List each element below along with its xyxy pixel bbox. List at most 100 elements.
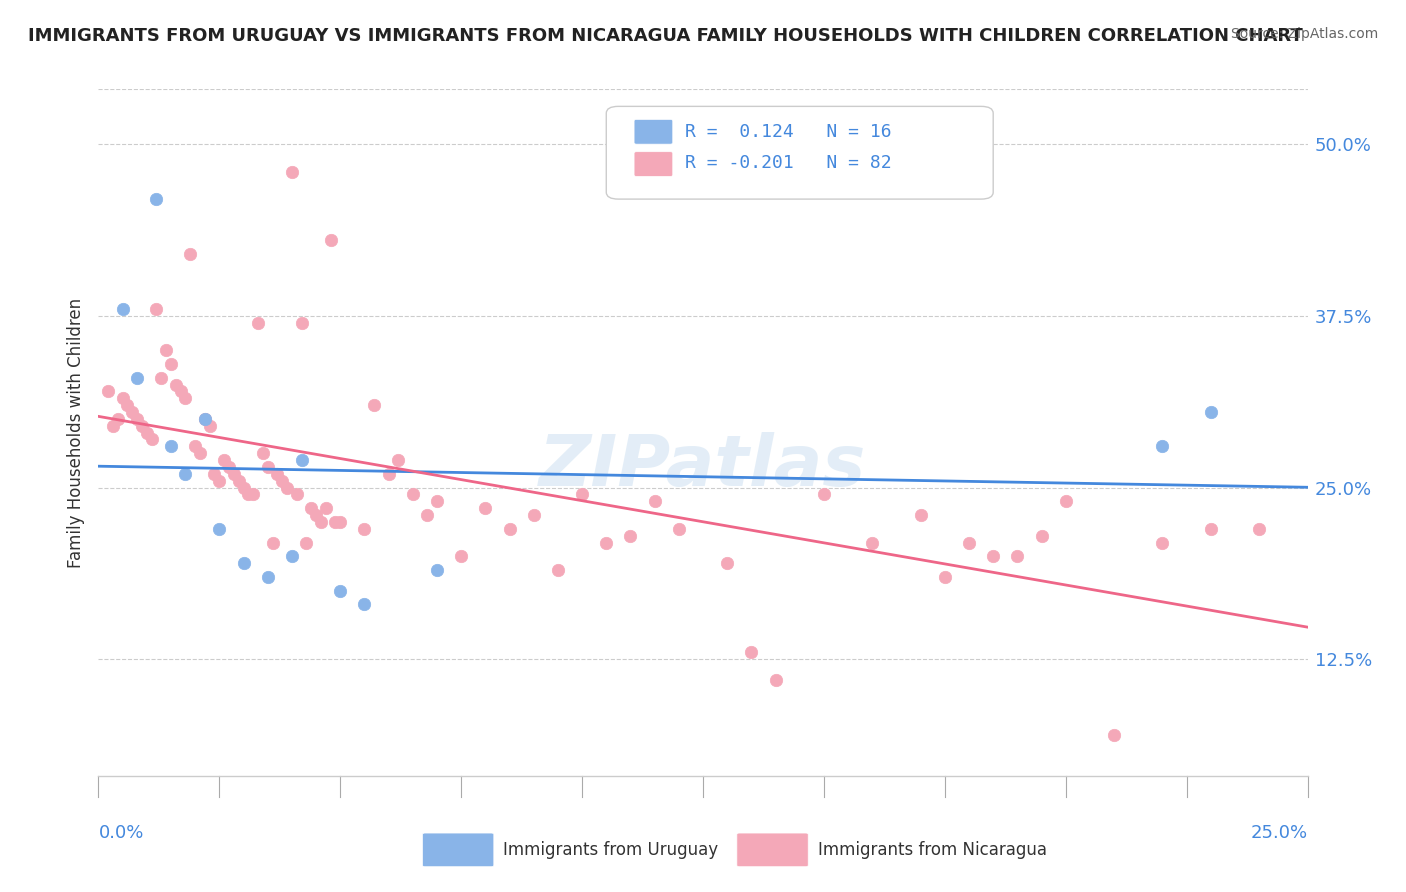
Point	[305, 508, 328, 522]
Point	[547, 563, 569, 577]
Point	[285, 487, 308, 501]
Point	[1007, 549, 1029, 564]
Point	[319, 233, 342, 247]
Point	[309, 515, 332, 529]
Point	[387, 453, 409, 467]
Point	[765, 673, 787, 687]
Point	[262, 535, 284, 549]
Point	[813, 487, 835, 501]
Point	[218, 459, 240, 474]
Point	[981, 549, 1004, 564]
Point	[523, 508, 546, 522]
FancyBboxPatch shape	[422, 833, 494, 867]
Point	[256, 459, 278, 474]
Point	[238, 487, 260, 501]
Point	[160, 357, 183, 371]
Point	[145, 301, 167, 316]
Point	[315, 501, 337, 516]
Point	[150, 370, 173, 384]
Point	[266, 467, 288, 481]
Point	[208, 474, 231, 488]
FancyBboxPatch shape	[634, 152, 672, 177]
Point	[325, 515, 347, 529]
Point	[127, 370, 149, 384]
Point	[160, 439, 183, 453]
Point	[426, 563, 449, 577]
Point	[1199, 522, 1222, 536]
Point	[242, 487, 264, 501]
Point	[252, 446, 274, 460]
Point	[290, 453, 312, 467]
Point	[426, 494, 449, 508]
Point	[117, 398, 139, 412]
Text: 25.0%: 25.0%	[1250, 824, 1308, 842]
Point	[353, 522, 375, 536]
Point	[97, 384, 120, 399]
Text: IMMIGRANTS FROM URUGUAY VS IMMIGRANTS FROM NICARAGUA FAMILY HOUSEHOLDS WITH CHIL: IMMIGRANTS FROM URUGUAY VS IMMIGRANTS FR…	[28, 27, 1303, 45]
Point	[402, 487, 425, 501]
Point	[329, 583, 352, 598]
Point	[198, 418, 221, 433]
Point	[910, 508, 932, 522]
Point	[353, 598, 375, 612]
Point	[271, 474, 294, 488]
Point	[145, 192, 167, 206]
FancyBboxPatch shape	[606, 106, 993, 199]
Point	[934, 570, 956, 584]
Point	[121, 405, 143, 419]
Point	[1199, 405, 1222, 419]
Point	[174, 467, 197, 481]
Point	[228, 474, 250, 488]
Point	[295, 535, 318, 549]
Point	[668, 522, 690, 536]
Point	[179, 247, 201, 261]
Point	[281, 549, 304, 564]
Point	[169, 384, 191, 399]
Point	[194, 412, 217, 426]
Point	[212, 453, 235, 467]
Point	[188, 446, 211, 460]
Point	[256, 570, 278, 584]
Point	[107, 412, 129, 426]
Point	[1031, 528, 1053, 542]
Y-axis label: Family Households with Children: Family Households with Children	[66, 298, 84, 567]
Point	[111, 391, 134, 405]
Point	[232, 481, 254, 495]
Point	[194, 412, 217, 426]
Text: 0.0%: 0.0%	[98, 824, 143, 842]
Point	[299, 501, 322, 516]
Point	[957, 535, 980, 549]
Point	[740, 645, 762, 659]
Point	[716, 556, 738, 570]
Point	[184, 439, 207, 453]
Point	[232, 556, 254, 570]
Point	[1054, 494, 1077, 508]
Point	[619, 528, 641, 542]
Text: Immigrants from Nicaragua: Immigrants from Nicaragua	[818, 841, 1047, 859]
Point	[141, 433, 163, 447]
Point	[1152, 535, 1174, 549]
Point	[329, 515, 352, 529]
Point	[363, 398, 385, 412]
Point	[860, 535, 883, 549]
Point	[222, 467, 245, 481]
Point	[644, 494, 666, 508]
Point	[416, 508, 439, 522]
Point	[1102, 728, 1125, 742]
FancyBboxPatch shape	[634, 120, 672, 145]
Point	[377, 467, 399, 481]
Point	[131, 418, 153, 433]
Text: R =  0.124   N = 16: R = 0.124 N = 16	[685, 123, 891, 141]
Point	[281, 164, 304, 178]
Point	[208, 522, 231, 536]
Point	[290, 316, 312, 330]
Point	[571, 487, 593, 501]
Point	[135, 425, 157, 440]
Point	[450, 549, 472, 564]
Point	[474, 501, 496, 516]
FancyBboxPatch shape	[737, 833, 808, 867]
Point	[595, 535, 617, 549]
Point	[111, 301, 134, 316]
Point	[276, 481, 298, 495]
Point	[165, 377, 187, 392]
